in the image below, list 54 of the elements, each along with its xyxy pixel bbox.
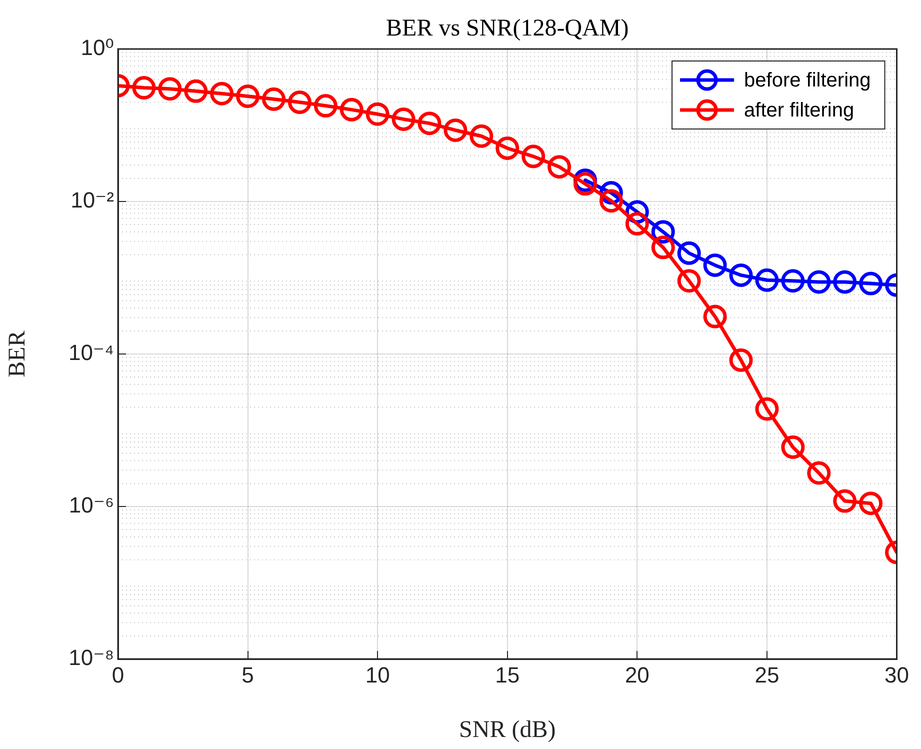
point [625,212,649,236]
point [755,397,779,421]
legend-label: after filtering [744,100,854,122]
point [729,263,753,287]
point [781,269,805,293]
point [703,304,727,328]
point [651,236,675,260]
point [418,112,442,136]
point [288,90,312,114]
x-tick-label: 25 [754,662,780,688]
point [262,87,286,111]
point [859,272,883,296]
point [392,107,416,131]
point [548,155,572,179]
x-tick-label: 10 [365,662,390,688]
point [677,241,701,265]
point [210,82,234,106]
y-tick-label: 10⁻² [70,188,114,213]
point [444,118,468,142]
y-tick-label: 10⁰ [80,35,114,60]
point [236,84,260,108]
point [833,270,857,294]
point [833,489,857,513]
x-tick-label: 20 [624,662,650,688]
point [496,136,520,160]
point [340,98,364,122]
y-tick-label: 10⁻⁶ [68,492,114,518]
point [184,79,208,103]
point [314,94,338,118]
point [755,268,779,292]
point [859,492,883,516]
y-tick-label: 10⁻⁸ [68,645,114,670]
point [807,270,831,294]
point [366,102,390,126]
y-axis-title: BER [4,330,31,378]
x-tick-label: 5 [242,662,254,688]
point [677,269,701,293]
point [729,348,753,372]
legend-label: before filtering [744,70,871,92]
point [599,189,623,213]
point [132,76,156,100]
y-tick-label: 10⁻⁴ [68,340,114,366]
point [158,77,182,101]
point [781,435,805,459]
point [703,253,727,277]
x-tick-label: 15 [495,662,520,688]
x-axis-title: SNR (dB) [459,716,556,743]
chart-title: BER vs SNR(128-QAM) [386,15,629,42]
point [470,124,494,148]
point [522,144,546,168]
x-tick-label: 0 [112,662,124,688]
x-tick-label: 30 [884,662,910,688]
point [807,461,831,485]
point [574,172,598,196]
